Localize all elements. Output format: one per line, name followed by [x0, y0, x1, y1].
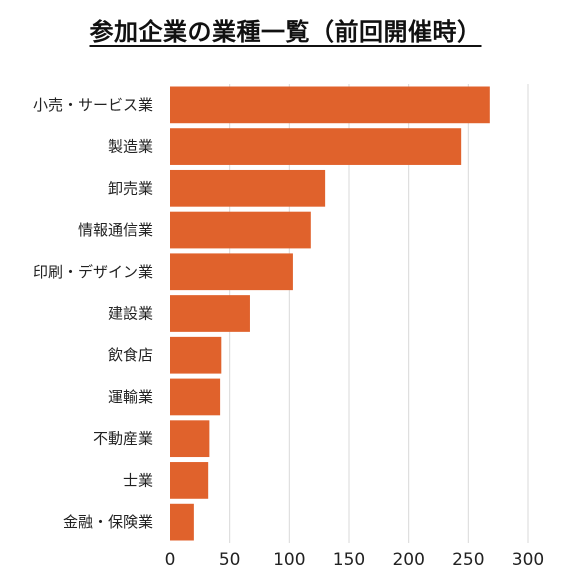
- bar-4: [170, 253, 293, 291]
- bar-9: [170, 462, 209, 499]
- category-label: 金融・保険業: [63, 513, 153, 531]
- x-tick-label: 150: [333, 550, 365, 570]
- bar-1: [170, 128, 462, 165]
- category-label: 小売・サービス業: [33, 96, 153, 114]
- x-tick-label: 50: [219, 550, 241, 570]
- category-label: 情報通信業: [78, 221, 153, 239]
- x-tick-label: 200: [392, 550, 424, 570]
- category-label: 印刷・デザイン業: [33, 263, 153, 281]
- x-tick-label: 0: [165, 550, 176, 570]
- bar-7: [170, 378, 221, 416]
- x-tick-label: 100: [273, 550, 305, 570]
- bars-group: [170, 86, 490, 541]
- chart-title-text: 参加企業の業種一覧（前回開催時）: [89, 18, 482, 46]
- bar-5: [170, 295, 250, 332]
- x-tick-label: 300: [512, 550, 544, 570]
- category-label: 飲食店: [108, 346, 153, 364]
- bar-3: [170, 211, 311, 249]
- category-label: 製造業: [108, 138, 153, 156]
- category-label: 卸売業: [108, 179, 153, 197]
- x-tick-label: 250: [452, 550, 484, 570]
- category-label: 不動産業: [93, 430, 153, 448]
- bar-6: [170, 336, 222, 374]
- category-labels: 小売・サービス業製造業卸売業情報通信業印刷・デザイン業建設業飲食店運輸業不動産業…: [33, 96, 153, 531]
- chart-title: 参加企業の業種一覧（前回開催時）: [0, 12, 571, 47]
- bar-8: [170, 420, 210, 458]
- bar-0: [170, 86, 490, 124]
- bar-10: [170, 503, 194, 541]
- category-label: 士業: [123, 471, 153, 489]
- x-tick-labels: 0 50 100 150 200 250 300: [165, 550, 545, 570]
- bar-2: [170, 169, 326, 207]
- category-label: 運輸業: [108, 388, 153, 406]
- category-label: 建設業: [108, 305, 153, 323]
